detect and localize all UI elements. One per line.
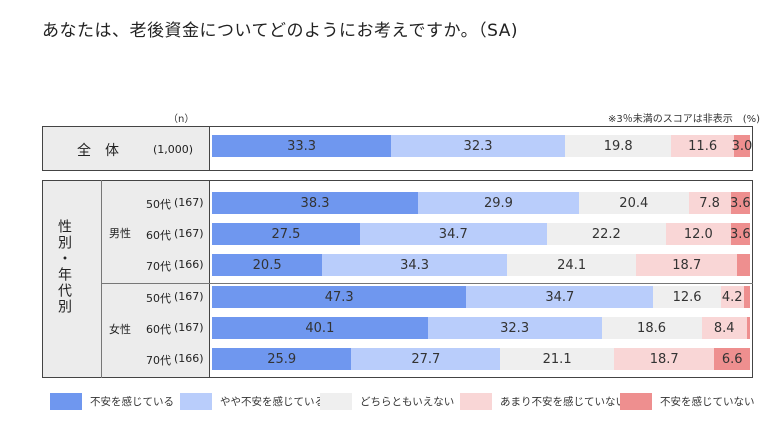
bar-male-2-segment-1: 27.5 bbox=[212, 223, 360, 245]
bar-female-1-segment-4: 4.2 bbox=[720, 286, 744, 308]
bar-female-2-segment-2: 32.3 bbox=[427, 317, 602, 339]
legend-item-4: あまり不安を感じていない bbox=[460, 393, 626, 410]
bar-female-1-segment-3: 12.6 bbox=[653, 286, 721, 308]
group-label-box: 性別・年代別 男性 女性 bbox=[42, 180, 210, 378]
bar-male-1-age-label: 50代 bbox=[146, 198, 171, 211]
bar-male-2-n-label: (167) bbox=[174, 227, 204, 240]
bar-female-1-n-label: (167) bbox=[174, 290, 204, 303]
bar-male-3-segment-3: 24.1 bbox=[506, 254, 637, 276]
legend-label-1: 不安を感じている bbox=[90, 396, 174, 408]
group-title: 性別・年代別 bbox=[56, 219, 72, 315]
bar-male-3-age-label: 70代 bbox=[146, 260, 171, 273]
bar-male-1-segment-4: 7.8 bbox=[688, 192, 731, 214]
bar-female-3-segment-3: 21.1 bbox=[500, 348, 614, 370]
legend-item-2: やや不安を感じている bbox=[180, 393, 325, 410]
bar-female-1-segment-5 bbox=[743, 286, 750, 308]
bar-male-3-segment-2: 34.3 bbox=[322, 254, 507, 276]
bar-male-1-segment-3: 20.4 bbox=[578, 192, 689, 214]
bar-male-1-n-label: (167) bbox=[174, 196, 204, 209]
bar-female-1-segment-2: 34.7 bbox=[466, 286, 654, 308]
legend-swatch-5 bbox=[620, 393, 652, 410]
group-label-female: 女性 bbox=[109, 323, 131, 336]
bar-male-2-segment-3: 22.2 bbox=[546, 223, 667, 245]
score-note: ※3％未満のスコアは非表示 (%) bbox=[607, 114, 760, 125]
bar-female-2-segment-4: 8.4 bbox=[701, 317, 747, 339]
group-label-male: 男性 bbox=[109, 227, 131, 240]
group-column-divider bbox=[101, 180, 102, 378]
total-bar-segment-3: 19.8 bbox=[564, 135, 672, 157]
total-bar-segment-4: 11.6 bbox=[671, 135, 734, 157]
bar-female-2-age-label: 60代 bbox=[146, 323, 171, 336]
bar-female-3-segment-2: 27.7 bbox=[351, 348, 501, 370]
legend-label-3: どちらともいえない bbox=[360, 396, 455, 408]
total-bar-segment-2: 32.3 bbox=[391, 135, 565, 157]
bar-male-2-age-label: 60代 bbox=[146, 229, 171, 242]
legend-label-2: やや不安を感じている bbox=[220, 396, 325, 408]
bar-female-3-n-label: (166) bbox=[174, 352, 204, 365]
bar-female-3-segment-1: 25.9 bbox=[212, 348, 352, 370]
bar-female-1-segment-1: 47.3 bbox=[212, 286, 467, 308]
bar-female-3-age-label: 70代 bbox=[146, 354, 171, 367]
legend-swatch-2 bbox=[180, 393, 212, 410]
legend: 不安を感じている やや不安を感じている どちらともいえない あまり不安を感じていない 不… bbox=[42, 393, 762, 411]
bar-female-3-segment-4: 18.7 bbox=[613, 348, 715, 370]
bar-female-2-segment-3: 18.6 bbox=[601, 317, 702, 339]
bar-male-3-segment-5 bbox=[737, 254, 750, 276]
bar-male-2-segment-2: 34.7 bbox=[359, 223, 547, 245]
total-label-box: 全体 (1,000) bbox=[42, 126, 210, 171]
total-n: (1,000) bbox=[153, 143, 194, 156]
bar-male-1-segment-5: 3.6 bbox=[730, 192, 751, 214]
bar-male-2-segment-4: 12.0 bbox=[666, 223, 731, 245]
n-column-header: （n） bbox=[168, 114, 195, 125]
legend-swatch-3 bbox=[320, 393, 352, 410]
legend-label-5: 不安を感じていない bbox=[660, 396, 755, 408]
bar-female-1-age-label: 50代 bbox=[146, 292, 171, 305]
bar-male-1-segment-2: 29.9 bbox=[418, 192, 579, 214]
bar-female-2-segment-1: 40.1 bbox=[212, 317, 428, 339]
bar-male-2-segment-5: 3.6 bbox=[730, 223, 751, 245]
bar-female-3-segment-5: 6.6 bbox=[714, 348, 750, 370]
bar-female-2-segment-5 bbox=[746, 317, 750, 339]
bar-male-3-segment-1: 20.5 bbox=[212, 254, 323, 276]
bar-male-3-segment-4: 18.7 bbox=[636, 254, 738, 276]
bar-male-1-segment-1: 38.3 bbox=[212, 192, 419, 214]
bar-female-2-n-label: (167) bbox=[174, 321, 204, 334]
legend-swatch-4 bbox=[460, 393, 492, 410]
total-bar-segment-5: 3.0 bbox=[732, 135, 752, 157]
legend-item-5: 不安を感じていない bbox=[620, 393, 755, 410]
legend-label-4: あまり不安を感じていない bbox=[500, 396, 626, 408]
legend-item-3: どちらともいえない bbox=[320, 393, 454, 410]
total-bar-segment-1: 33.3 bbox=[212, 135, 392, 157]
legend-item-1: 不安を感じている bbox=[50, 393, 174, 410]
chart-title: あなたは、老後資金についてどのようにお考えですか。（SA) bbox=[42, 21, 519, 41]
legend-swatch-1 bbox=[50, 393, 82, 410]
bar-male-3-n-label: (166) bbox=[174, 258, 204, 271]
gender-divider bbox=[101, 283, 753, 284]
total-label: 全体 bbox=[77, 143, 133, 159]
